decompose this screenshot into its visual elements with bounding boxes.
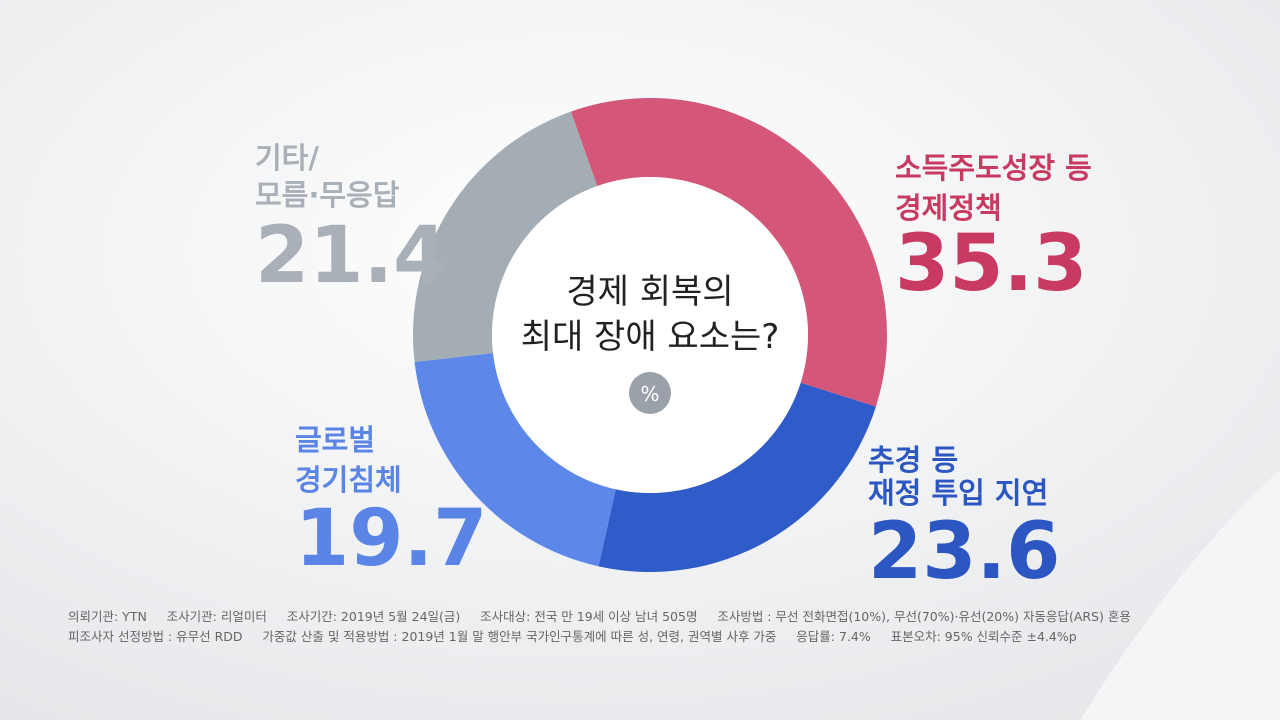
segment-label: 글로벌 xyxy=(295,423,375,457)
value-label: 23.6 xyxy=(868,507,1060,597)
value-label: 35.3 xyxy=(895,219,1087,309)
segment-label: 경제정책 xyxy=(895,191,1002,225)
value-label: 21.4 xyxy=(255,211,447,301)
segment-label: 소득주도성장 등 xyxy=(895,151,1092,185)
donut-segment xyxy=(414,352,616,567)
center-title: 최대 장애 요소는? xyxy=(521,317,780,357)
unit-badge xyxy=(629,372,671,414)
swoosh xyxy=(1080,470,1280,720)
segment-label: 재정 투입 지연 xyxy=(868,476,1048,510)
unit: % xyxy=(640,382,659,406)
center-title: 경제 회복의 xyxy=(566,272,733,312)
note: 의뢰기관: YTN 조사기관: 리얼미터 조사기간: 2019년 5월 24일(… xyxy=(68,609,1131,624)
donut-segment xyxy=(413,111,598,362)
value-label: 19.7 xyxy=(295,494,487,584)
donut-segment xyxy=(570,97,888,407)
note: 피조사자 선정방법 : 유무선 RDD 가중값 산출 및 적용방법 : 2019… xyxy=(68,629,1077,644)
donut-hole xyxy=(492,177,808,493)
donut-segment xyxy=(598,382,876,572)
segment-label: 경기침체 xyxy=(295,463,402,497)
segment-label: 추경 등 xyxy=(868,443,958,477)
segment-label: 기타/ xyxy=(255,141,319,175)
segment-label: 모름·무응답 xyxy=(255,178,400,212)
